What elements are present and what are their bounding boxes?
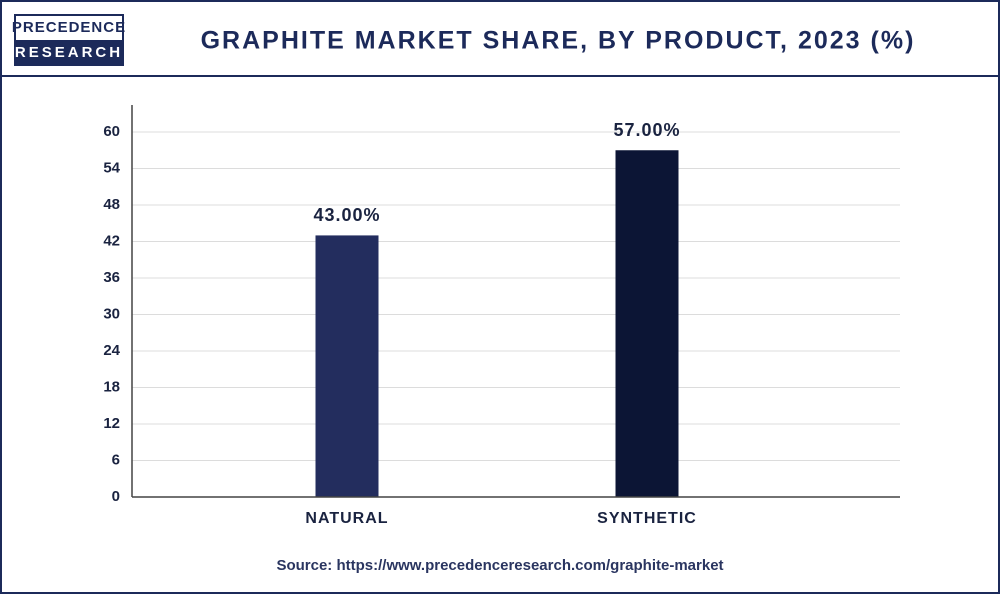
y-tick-label: 60: [103, 123, 120, 140]
y-tick-label: 48: [103, 196, 120, 213]
bar: [615, 150, 679, 497]
x-tick-label: SYNTHETIC: [597, 510, 697, 527]
y-tick-label: 24: [103, 342, 120, 359]
y-tick-label: 42: [103, 232, 120, 249]
bar: [315, 235, 379, 497]
source: Source: https://www.precedenceresearch.c…: [276, 557, 723, 574]
chart-title: GRAPHITE MARKET SHARE, BY PRODUCT, 2023 …: [201, 27, 916, 55]
value-label: 57.00%: [613, 120, 680, 140]
y-tick-label: 30: [103, 305, 120, 322]
y-tick-label: 6: [112, 451, 120, 468]
logo-text: RESEARCH: [15, 44, 123, 61]
y-tick-label: 0: [112, 488, 120, 505]
y-tick-label: 12: [103, 415, 120, 432]
logo-band: [15, 40, 123, 65]
logo-text: PRECEDENCE: [12, 19, 126, 36]
value-label: 43.00%: [313, 205, 380, 225]
y-tick-label: 18: [103, 378, 120, 395]
logo: PRECEDENCE RESEARCH: [12, 14, 126, 66]
y-tick-label: 36: [103, 269, 120, 286]
y-tick-label: 54: [103, 159, 120, 176]
x-tick-label: NATURAL: [305, 510, 388, 527]
